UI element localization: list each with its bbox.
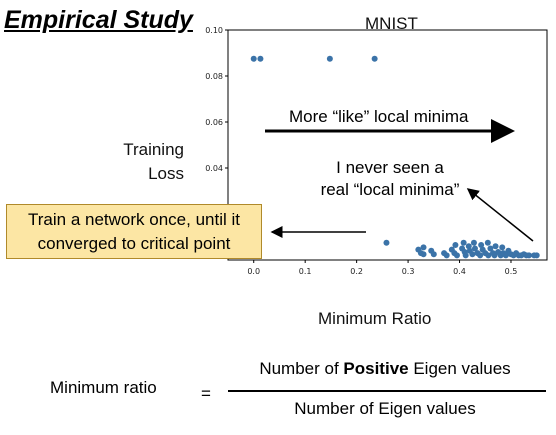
y-tick-label: 0.06 bbox=[205, 118, 223, 127]
y-tick-label: 0.08 bbox=[205, 72, 223, 81]
formula-numerator-prefix: Number of bbox=[259, 359, 344, 378]
data-point bbox=[250, 55, 257, 62]
data-point bbox=[525, 252, 532, 259]
data-point bbox=[484, 239, 491, 246]
x-tick-label: 0.4 bbox=[453, 267, 466, 276]
data-point bbox=[533, 252, 540, 259]
data-point bbox=[383, 239, 390, 246]
data-point bbox=[469, 251, 476, 258]
plot-frame bbox=[227, 29, 548, 261]
data-point bbox=[462, 252, 469, 259]
data-point bbox=[492, 243, 499, 250]
callout-box: Train a network once, until it converged… bbox=[6, 204, 262, 259]
data-point bbox=[453, 252, 460, 259]
data-point bbox=[471, 245, 478, 252]
data-point bbox=[502, 252, 509, 259]
data-point bbox=[470, 239, 477, 246]
x-tick-label: 0.5 bbox=[505, 267, 518, 276]
y-tick-label: 0.10 bbox=[205, 26, 223, 35]
fraction-bar bbox=[228, 390, 546, 392]
formula-numerator: Number of Positive Eigen values bbox=[230, 359, 540, 379]
data-point bbox=[326, 55, 333, 62]
data-point bbox=[485, 252, 492, 259]
formula-numerator-emphasis: Positive bbox=[343, 359, 409, 378]
y-axis-label-line-2: Loss bbox=[148, 164, 184, 183]
y-axis-label-line-1: Training bbox=[123, 140, 184, 159]
x-tick-label: 0.1 bbox=[299, 267, 312, 276]
annotation-never-seen-local-minima: I never seen a real “local minima” bbox=[320, 158, 460, 199]
arrow-to-critical-point bbox=[466, 188, 534, 242]
data-point bbox=[487, 245, 494, 252]
formula-denominator: Number of Eigen values bbox=[294, 399, 476, 418]
chart-title: MNIST bbox=[365, 14, 418, 33]
x-tick-label: 0.3 bbox=[402, 267, 415, 276]
data-point bbox=[477, 252, 484, 259]
formula-left-term: Minimum ratio bbox=[50, 378, 157, 397]
formula-equals-sign: = bbox=[201, 384, 211, 403]
slide-title: Empirical Study bbox=[4, 6, 193, 34]
data-point bbox=[478, 242, 485, 249]
formula-numerator-suffix: Eigen values bbox=[408, 359, 511, 378]
x-axis-label: Minimum Ratio bbox=[318, 309, 432, 328]
data-point bbox=[499, 244, 506, 251]
data-point bbox=[257, 55, 264, 62]
annotation-more-like-local-minima: More “like” local minima bbox=[289, 107, 469, 126]
y-axis-label: Training Loss bbox=[96, 138, 184, 186]
x-tick-label: 0.2 bbox=[350, 267, 363, 276]
data-point bbox=[460, 239, 467, 246]
data-point bbox=[420, 251, 427, 258]
y-tick-label: 0.04 bbox=[205, 164, 223, 173]
data-point bbox=[430, 251, 437, 258]
data-point bbox=[420, 244, 427, 251]
data-point bbox=[443, 252, 450, 259]
data-point bbox=[452, 242, 459, 249]
x-tick-label: 0.0 bbox=[247, 267, 260, 276]
data-point bbox=[465, 243, 472, 250]
data-point bbox=[371, 55, 378, 62]
